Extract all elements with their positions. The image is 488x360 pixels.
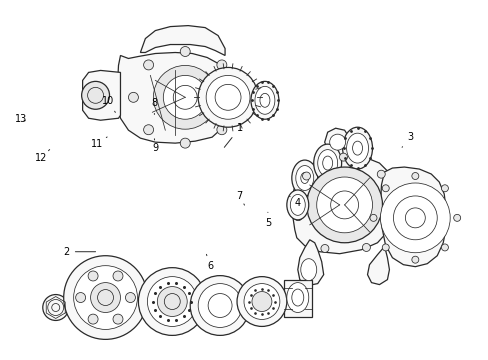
Circle shape (386, 210, 395, 219)
Text: 2: 2 (63, 247, 95, 257)
Circle shape (237, 276, 286, 327)
Ellipse shape (313, 144, 341, 182)
Text: 8: 8 (151, 98, 157, 114)
Ellipse shape (254, 86, 274, 114)
Polygon shape (297, 240, 323, 285)
Ellipse shape (346, 133, 368, 163)
Circle shape (377, 170, 385, 178)
Polygon shape (82, 71, 120, 120)
Circle shape (90, 283, 120, 312)
Polygon shape (140, 26, 224, 55)
Ellipse shape (286, 283, 308, 312)
Circle shape (294, 213, 302, 221)
Polygon shape (291, 155, 395, 254)
Text: 12: 12 (35, 149, 50, 163)
Text: 10: 10 (102, 96, 115, 112)
Circle shape (125, 293, 135, 302)
Circle shape (453, 214, 460, 221)
Circle shape (81, 81, 109, 109)
Circle shape (441, 185, 447, 192)
Text: 1: 1 (224, 123, 242, 147)
Ellipse shape (286, 190, 308, 220)
Circle shape (198, 284, 242, 328)
Circle shape (143, 125, 153, 135)
Circle shape (441, 244, 447, 251)
Circle shape (180, 46, 190, 57)
Ellipse shape (342, 127, 372, 169)
Circle shape (163, 75, 207, 119)
Ellipse shape (295, 166, 313, 190)
Polygon shape (324, 128, 349, 156)
Circle shape (42, 294, 68, 320)
Circle shape (157, 287, 187, 316)
Circle shape (128, 92, 138, 102)
Circle shape (232, 92, 242, 102)
Ellipse shape (317, 150, 337, 176)
Text: 7: 7 (236, 191, 244, 205)
Text: 9: 9 (152, 139, 159, 153)
Text: 11: 11 (91, 137, 107, 149)
Circle shape (411, 172, 418, 180)
Ellipse shape (250, 81, 278, 119)
Circle shape (302, 172, 310, 180)
Text: 3: 3 (401, 132, 412, 147)
Circle shape (88, 271, 98, 281)
Polygon shape (117, 53, 229, 143)
Circle shape (88, 314, 98, 324)
Circle shape (74, 266, 137, 329)
Circle shape (316, 177, 372, 233)
Circle shape (382, 244, 388, 251)
Circle shape (113, 271, 122, 281)
Circle shape (138, 268, 206, 336)
Circle shape (339, 153, 346, 161)
Ellipse shape (290, 194, 305, 215)
Circle shape (217, 125, 226, 135)
Circle shape (147, 276, 197, 327)
Text: 13: 13 (15, 114, 27, 124)
Polygon shape (367, 248, 388, 285)
Circle shape (198, 67, 258, 127)
Text: 6: 6 (206, 255, 213, 271)
Text: 4: 4 (289, 196, 301, 208)
Polygon shape (283, 280, 311, 318)
Text: 5: 5 (264, 212, 270, 228)
Circle shape (113, 314, 122, 324)
Circle shape (369, 214, 376, 221)
Circle shape (76, 293, 85, 302)
Circle shape (153, 66, 217, 129)
Circle shape (329, 134, 345, 150)
Circle shape (380, 183, 449, 253)
Circle shape (244, 284, 279, 319)
Circle shape (251, 292, 271, 311)
Circle shape (411, 256, 418, 263)
Circle shape (306, 167, 382, 243)
Circle shape (217, 60, 226, 70)
Ellipse shape (300, 259, 316, 280)
Circle shape (63, 256, 147, 339)
Polygon shape (380, 167, 446, 267)
Circle shape (320, 244, 328, 252)
Circle shape (382, 185, 388, 192)
Circle shape (143, 60, 153, 70)
Circle shape (206, 75, 249, 119)
Ellipse shape (291, 160, 317, 196)
Circle shape (362, 243, 369, 251)
Circle shape (180, 138, 190, 148)
Circle shape (190, 276, 249, 336)
